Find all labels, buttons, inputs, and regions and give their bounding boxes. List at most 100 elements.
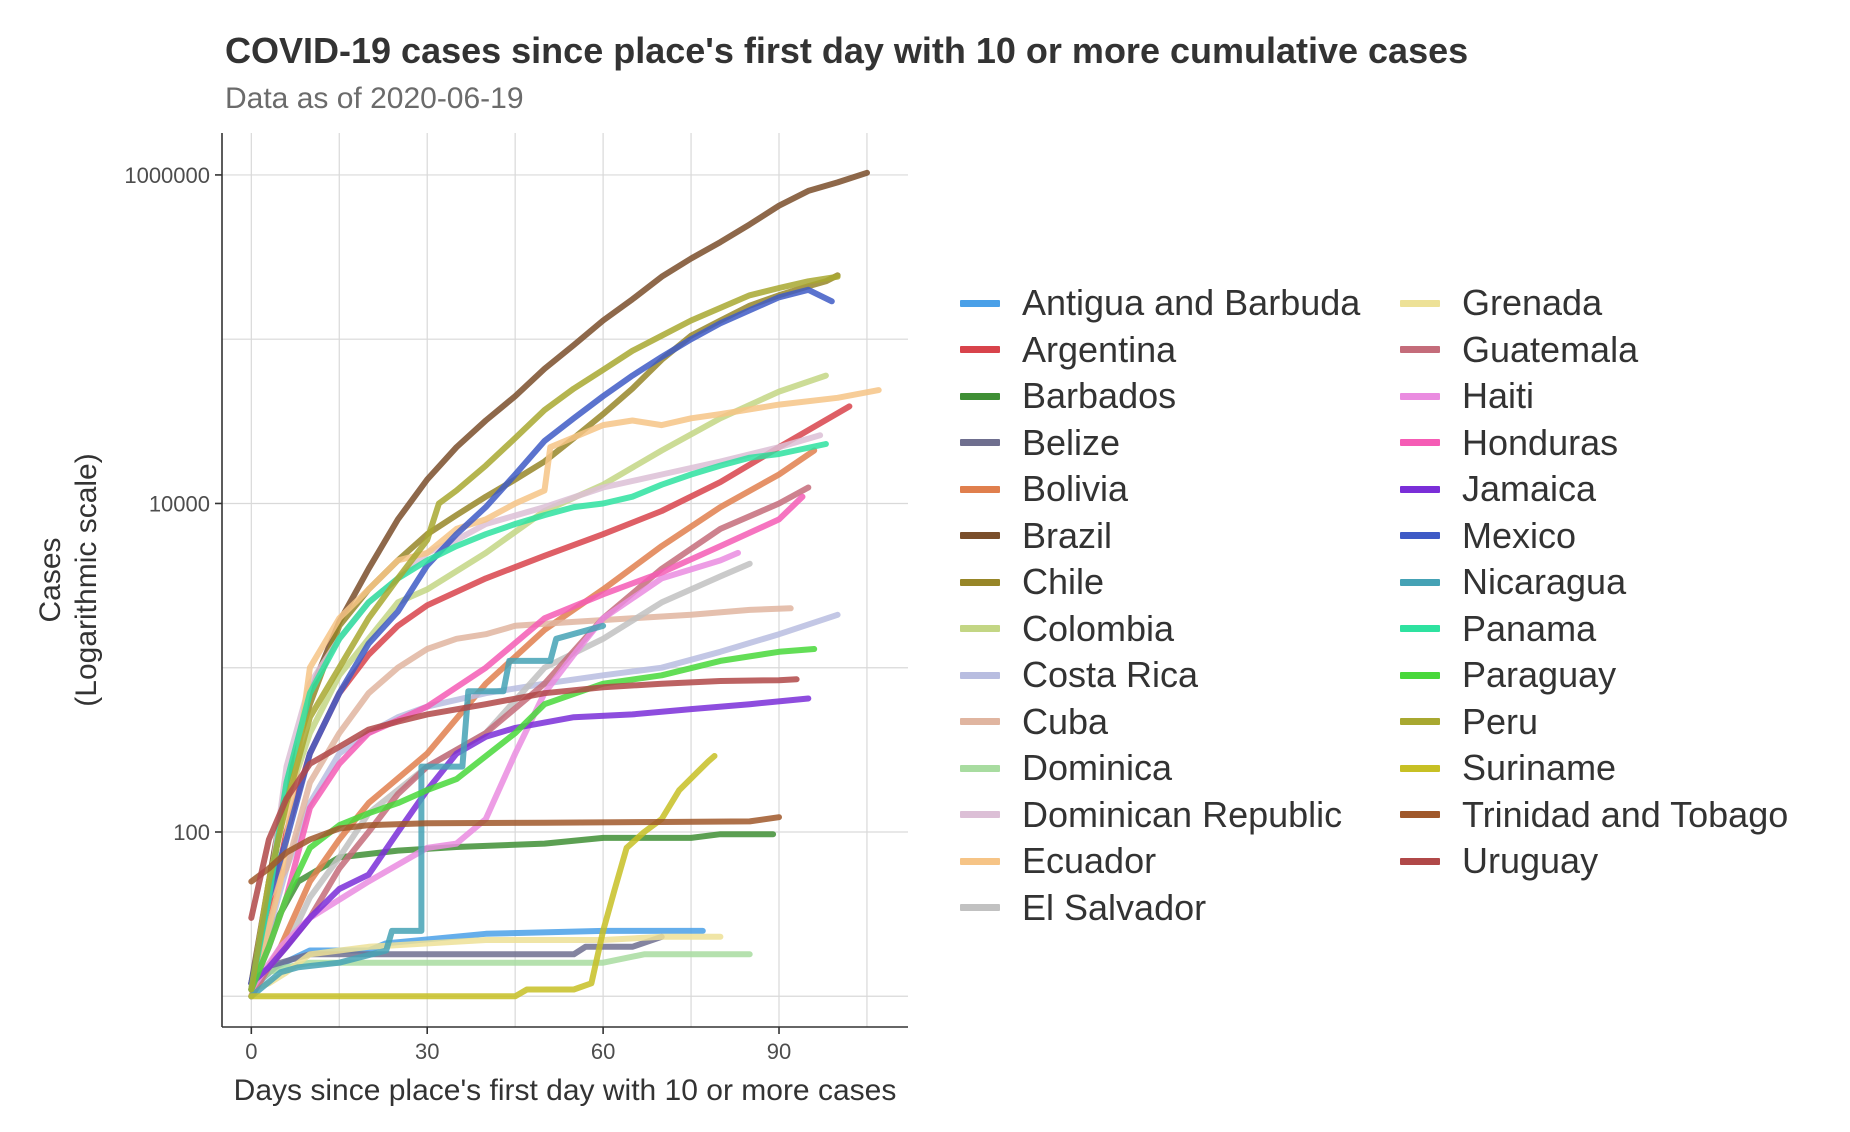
legend-item-dominican-republic: Dominican Republic [960,792,1400,839]
legend-label: Honduras [1462,421,1619,463]
legend-key [1400,857,1440,865]
legend-key [1400,811,1440,819]
legend-label: Grenada [1462,282,1603,324]
axes: 0 30 60 90 100 10000 1000000 [124,133,908,1064]
legend-key [1400,392,1440,400]
legend-item-ecuador: Ecuador [960,838,1400,885]
legend-label: Ecuador [1022,840,1157,882]
legend-item-chile: Chile [960,559,1400,606]
legend-item-belize: Belize [960,420,1400,467]
legend-item-argentina: Argentina [960,327,1400,374]
legend-item-trinidad-and-tobago: Trinidad and Tobago [1400,792,1840,839]
legend-label: Mexico [1462,514,1577,556]
legend-label: Antigua and Barbuda [1022,282,1361,324]
legend-item-grenada: Grenada [1400,280,1840,327]
series-line-nicaragua [248,622,607,1000]
series-line-trinidad-and-tobago [248,814,782,885]
series-line-bolivia [248,447,818,1000]
legend-label: Chile [1022,561,1105,603]
y-tick-label: 100 [173,820,210,845]
legend-label: Uruguay [1462,840,1599,882]
legend-key [1400,346,1440,354]
series-line-uruguay [248,676,800,921]
legend-label: Barbados [1022,375,1177,417]
series-line-peru [248,273,841,993]
legend-label: Panama [1462,607,1597,649]
series-line-jamaica [248,695,812,987]
legend-key [960,392,1000,400]
series-lines [248,169,882,1000]
legend-item-jamaica: Jamaica [1400,466,1840,513]
legend-label: Trinidad and Tobago [1462,793,1789,835]
legend-label: Peru [1462,700,1539,742]
legend-label: Argentina [1022,328,1177,370]
legend-key [1400,578,1440,586]
legend-item-nicaragua: Nicaragua [1400,559,1840,606]
legend-key [960,857,1000,865]
y-tick-label: 10000 [149,491,210,516]
series-line-ecuador [248,387,882,1000]
series-line-panama [248,441,829,993]
legend-item-honduras: Honduras [1400,420,1840,467]
legend-key [960,346,1000,354]
legend-item-colombia: Colombia [960,606,1400,653]
legend-key [960,904,1000,912]
y-tick-label: 1000000 [124,163,210,188]
legend-key [960,671,1000,679]
legend-label: Paraguay [1462,654,1617,696]
legend-item-uruguay: Uruguay [1400,838,1840,885]
legend-key [1400,299,1440,307]
legend-key [1400,718,1440,726]
legend-item-dominica: Dominica [960,745,1400,792]
series-line-suriname [248,753,718,1000]
x-tick-label: 0 [245,1039,257,1064]
legend-label: Dominica [1022,747,1173,789]
legend-key [1400,532,1440,540]
legend-item-cuba: Cuba [960,699,1400,746]
series-line-cuba [248,605,794,993]
legend-key [960,532,1000,540]
legend-item-el-salvador: El Salvador [960,885,1400,932]
legend-key [960,718,1000,726]
x-tick-label: 60 [591,1039,615,1064]
legend-label: Jamaica [1462,468,1597,510]
legend-item-panama: Panama [1400,606,1840,653]
legend-key [1400,439,1440,447]
x-tick-label: 90 [767,1039,791,1064]
legend-label: Nicaragua [1462,561,1627,603]
legend-label: Belize [1022,421,1121,463]
legend-item-costa-rica: Costa Rica [960,652,1400,699]
legend-label: Cuba [1022,700,1109,742]
legend-key [1400,485,1440,493]
legend-label: Guatemala [1462,328,1639,370]
series-line-mexico [248,286,835,987]
legend-label: Brazil [1022,514,1113,556]
legend-key [960,299,1000,307]
legend-key [960,764,1000,772]
series-line-paraguay [248,646,818,993]
legend-label: Dominican Republic [1022,793,1343,835]
legend-item-bolivia: Bolivia [960,466,1400,513]
legend-label: Costa Rica [1022,654,1199,696]
legend-label: Haiti [1462,375,1535,417]
series-line-honduras [248,493,806,993]
legend-key [960,439,1000,447]
legend-item-peru: Peru [1400,699,1840,746]
legend-item-mexico: Mexico [1400,513,1840,560]
legend-key [1400,764,1440,772]
legend-item-haiti: Haiti [1400,373,1840,420]
chart-title: COVID-19 cases since place's first day w… [225,30,1469,71]
legend-key [960,578,1000,586]
legend-item-barbados: Barbados [960,373,1400,420]
legend-label: Colombia [1022,607,1175,649]
legend-key [1400,671,1440,679]
legend: Antigua and Barbuda Argentina Barbados Beli… [960,280,1840,931]
y-axis-scale-note: (Logarithmic scale) [70,453,103,706]
x-tick-label: 30 [415,1039,439,1064]
legend-key [960,811,1000,819]
legend-label: Suriname [1462,747,1617,789]
legend-item-paraguay: Paraguay [1400,652,1840,699]
legend-key [960,485,1000,493]
chart-subtitle: Data as of 2020-06-19 [225,82,524,115]
